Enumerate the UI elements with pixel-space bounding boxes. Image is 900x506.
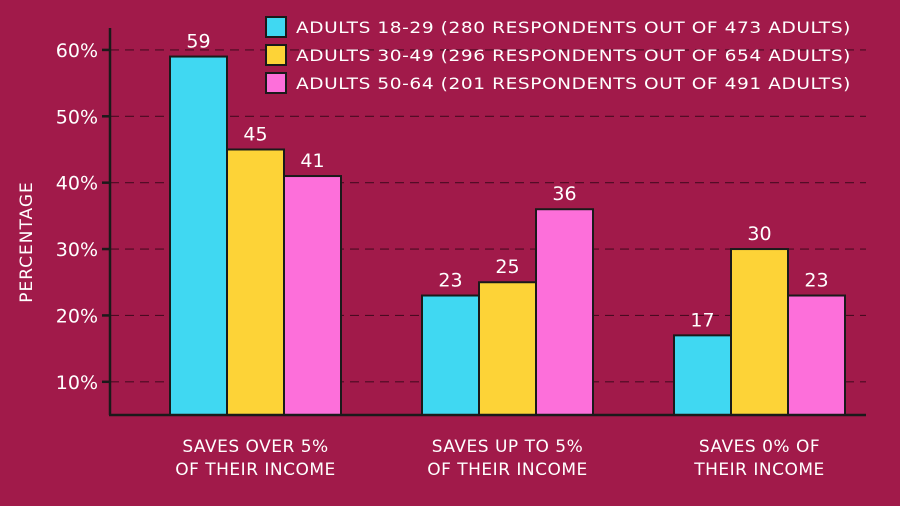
bars: [169, 55, 846, 417]
legend-swatch-2: [265, 44, 287, 66]
y-tick-label: 30%: [56, 239, 98, 261]
y-tick-label: 60%: [56, 40, 98, 62]
data-label: 25: [495, 256, 519, 278]
bar-3-series-3: [787, 294, 846, 416]
bar-3-series-2: [730, 248, 789, 416]
bar-2-series-3: [535, 208, 594, 416]
legend-label-3: ADULTS 50-64 (201 RESPONDENTS OUT OF 491…: [296, 74, 851, 93]
category-labels: SAVES OVER 5% OF THEIR INCOME SAVES UP TO …: [175, 437, 825, 480]
bar-3-series-1: [673, 334, 732, 416]
data-label: 17: [690, 309, 714, 331]
bar-1-series-2: [226, 148, 285, 416]
data-label: 23: [804, 270, 828, 292]
legend: ADULTS 18-29 (280 RESPONDENTS OUT OF 473…: [265, 16, 851, 94]
legend-swatch-1: [265, 16, 287, 38]
data-label: 45: [243, 123, 267, 145]
bar-2-series-2: [478, 281, 537, 417]
axes: [108, 28, 866, 417]
legend-label-1: ADULTS 18-29 (280 RESPONDENTS OUT OF 473…: [296, 18, 851, 37]
legend-label-2: ADULTS 30-49 (296 RESPONDENTS OUT OF 654…: [296, 46, 851, 65]
category-label-1: OF THEIR INCOME: [175, 460, 336, 480]
y-tick-label: 10%: [56, 372, 98, 394]
legend-swatch-3: [265, 72, 287, 94]
data-label: 23: [438, 270, 462, 292]
category-label-2: OF THEIR INCOME: [427, 460, 588, 480]
data-label: 41: [300, 150, 324, 172]
y-tick-label: 50%: [56, 106, 98, 128]
bar-1-series-3: [283, 175, 342, 416]
y-tick-label: 20%: [56, 305, 98, 327]
data-label: 59: [186, 31, 210, 53]
bar-1-series-1: [169, 55, 228, 416]
y-tick-label: 40%: [56, 173, 98, 195]
category-label-3: THEIR INCOME: [693, 460, 825, 480]
category-label-2: SAVES UP TO 5%: [432, 437, 583, 457]
data-label: 30: [747, 223, 771, 245]
data-label: 36: [552, 183, 576, 205]
data-labels: 59 45 41 23 25 36 17 30 23: [186, 31, 828, 332]
category-label-1: SAVES OVER 5%: [182, 437, 328, 457]
bar-2-series-1: [421, 294, 480, 416]
y-axis-ticks: 10% 20% 30% 40% 50% 60%: [56, 40, 110, 394]
y-axis-title: PERCENTAGE: [17, 181, 37, 303]
category-label-3: SAVES 0% OF: [699, 437, 820, 457]
